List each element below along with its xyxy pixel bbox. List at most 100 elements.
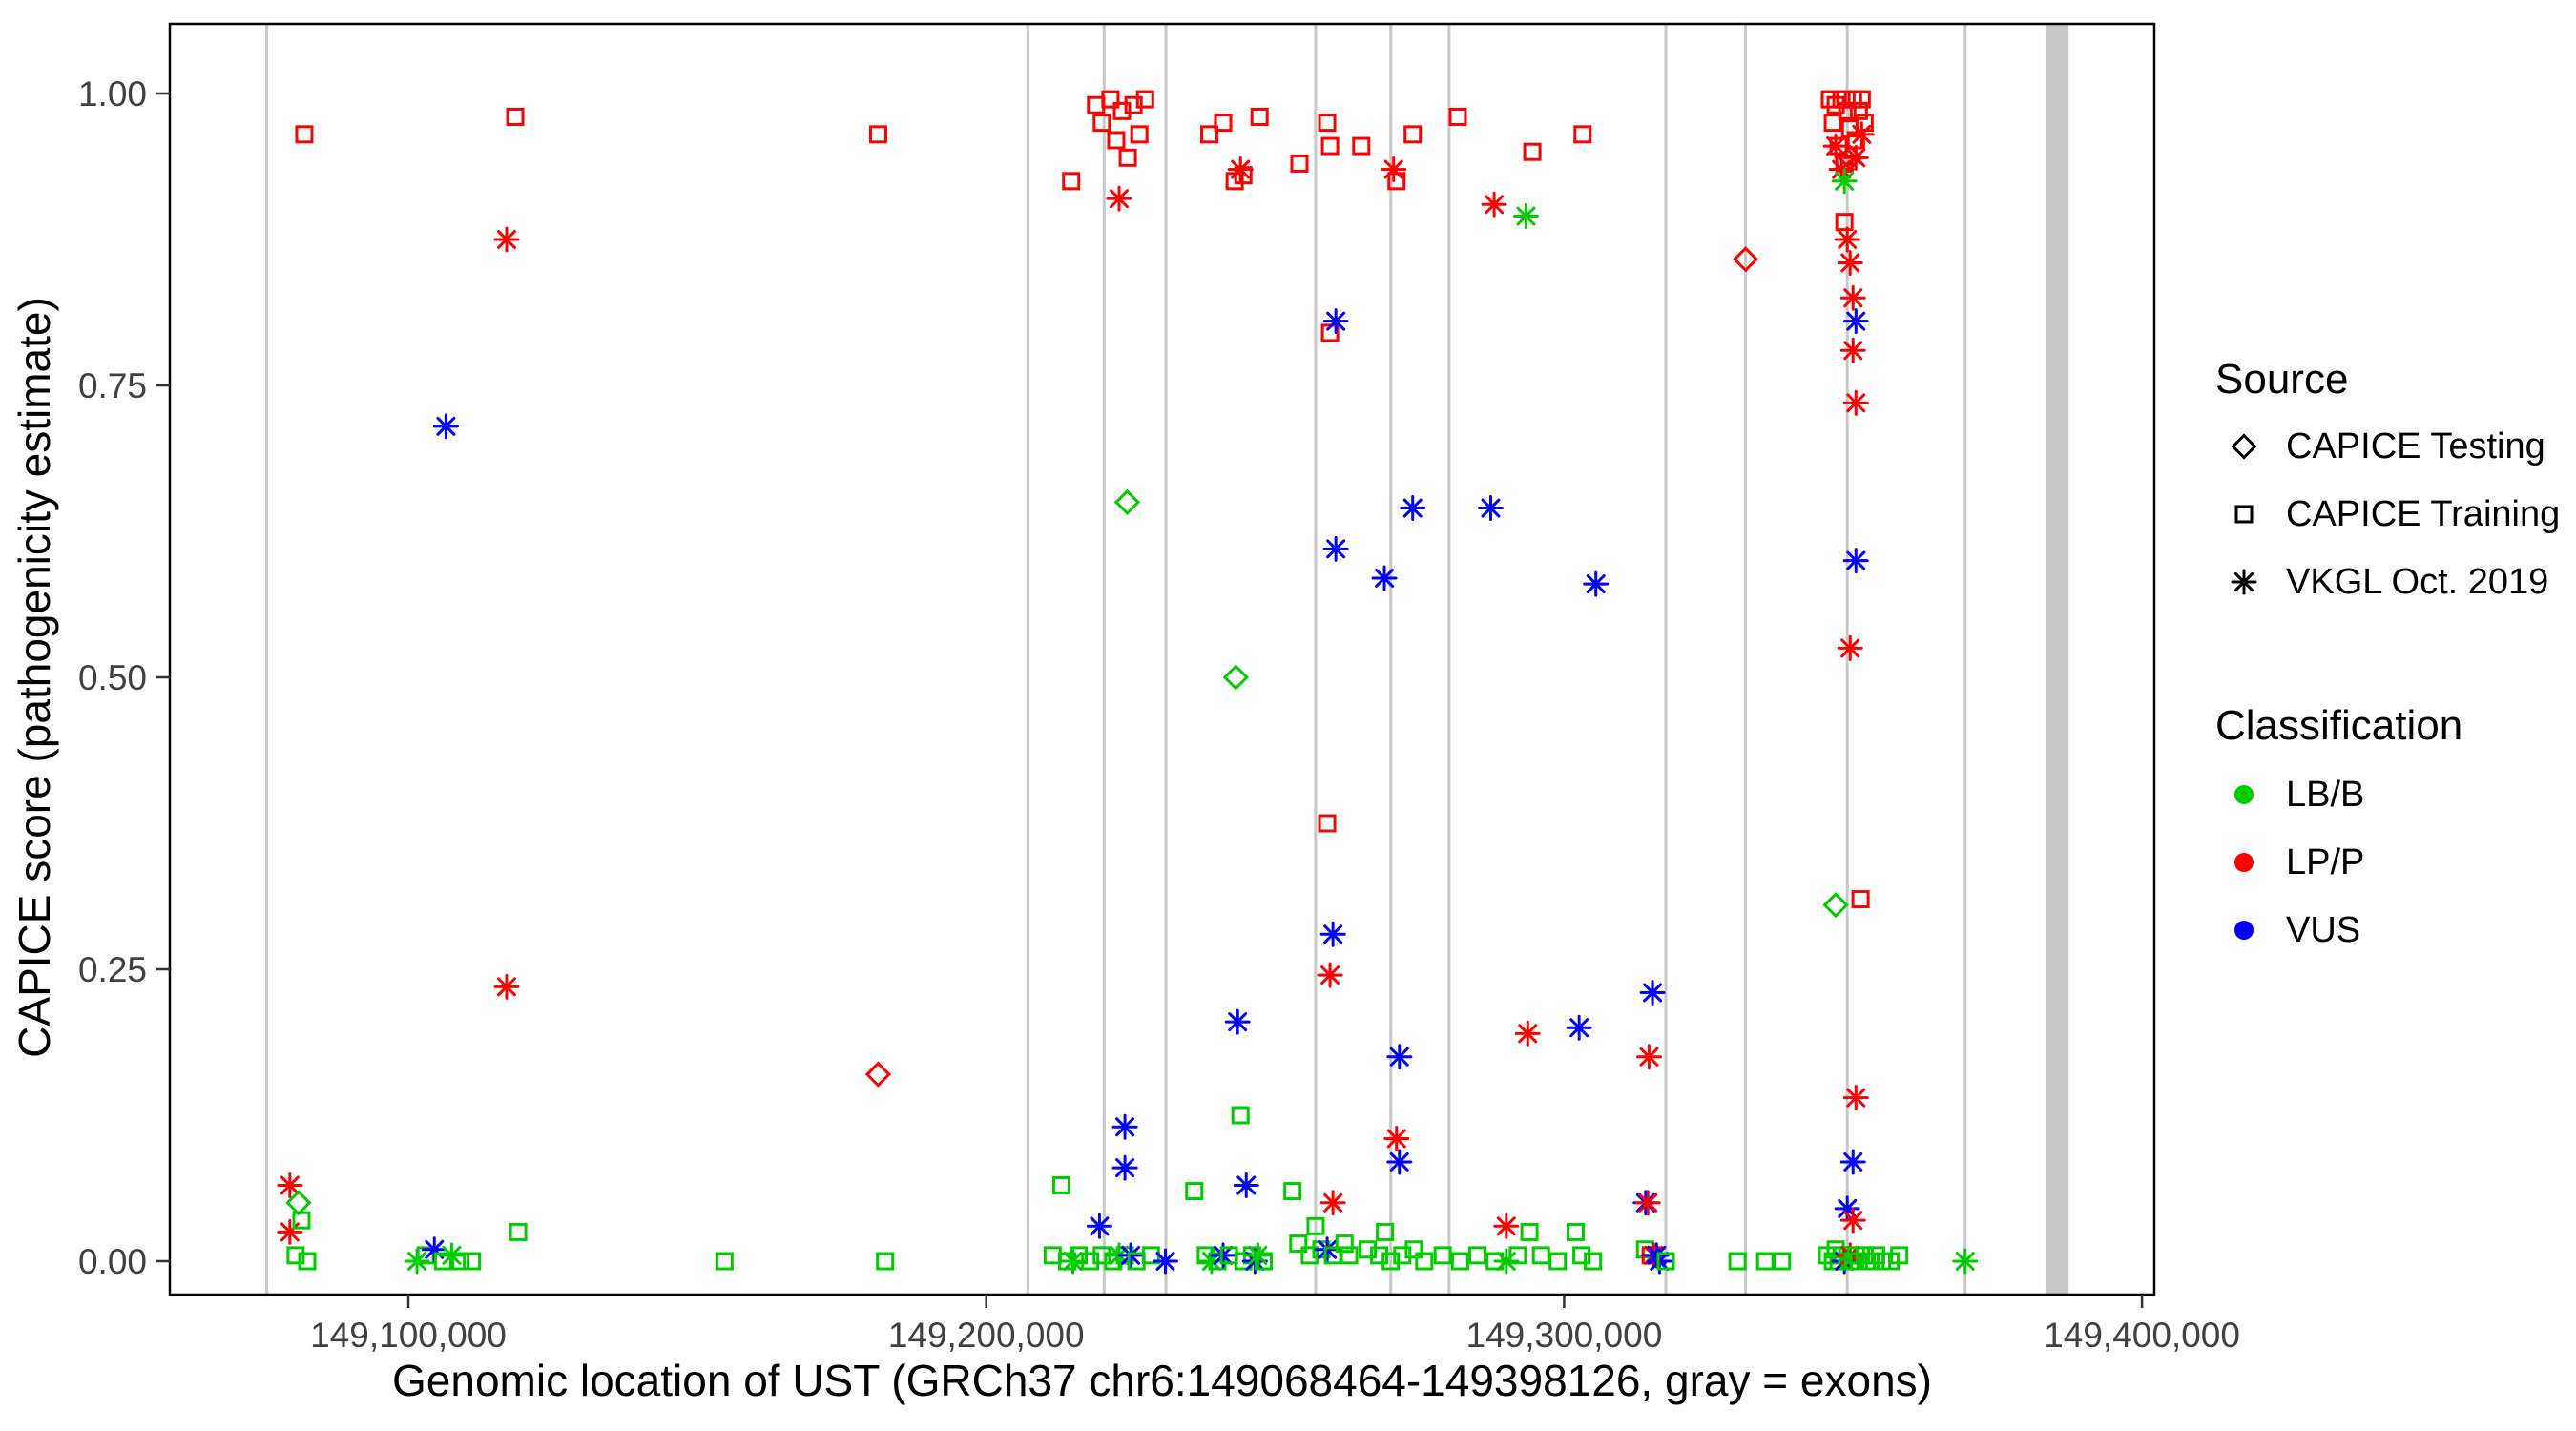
exon-marker <box>1744 24 1748 1295</box>
data-point <box>1381 156 1407 183</box>
data-point <box>1572 1246 1591 1265</box>
legend-item-label: CAPICE Testing <box>2286 426 2545 467</box>
data-point <box>493 226 520 253</box>
y-tick-label: 1.00 <box>78 74 147 114</box>
data-point <box>1820 90 1839 109</box>
data-point <box>1152 1248 1178 1275</box>
data-point <box>1113 488 1141 516</box>
data-point <box>1070 1246 1089 1265</box>
data-point <box>1244 1242 1271 1269</box>
data-point <box>506 107 525 126</box>
x-tick-label: 149,100,000 <box>310 1316 507 1355</box>
data-point <box>1481 191 1507 218</box>
data-point <box>1200 125 1219 144</box>
legend-color-swatch <box>2234 853 2254 872</box>
data-point <box>1386 1044 1413 1070</box>
data-point <box>1639 979 1666 1006</box>
data-point <box>1493 1213 1520 1239</box>
legend-item-lb-b: LB/B <box>2234 775 2364 815</box>
exon-marker <box>1664 24 1668 1295</box>
data-point <box>1822 133 1849 159</box>
data-point <box>1839 284 1866 311</box>
y-tick-label: 0.25 <box>78 950 147 989</box>
x-tick-label: 149,300,000 <box>1466 1316 1663 1355</box>
data-point <box>1335 1234 1354 1254</box>
data-point <box>1477 495 1504 522</box>
data-point <box>1520 1222 1539 1241</box>
data-point <box>292 1211 311 1230</box>
data-point <box>1086 1213 1112 1239</box>
data-point <box>1130 125 1149 144</box>
data-point <box>1832 90 1851 109</box>
legend-item-lp-p: LP/P <box>2234 842 2364 882</box>
data-point <box>1322 308 1349 335</box>
plot-panel <box>170 24 2154 1295</box>
data-point <box>463 1252 482 1271</box>
data-point <box>1433 1246 1452 1265</box>
data-point <box>1573 125 1592 144</box>
data-point <box>1051 1175 1070 1194</box>
legend-item-label: LB/B <box>2286 775 2364 815</box>
data-point <box>1227 156 1254 183</box>
legend-item-label: LP/P <box>2286 842 2364 882</box>
data-point <box>1320 136 1340 156</box>
legend-color-swatch <box>2234 785 2254 804</box>
data-point <box>1512 203 1539 230</box>
data-point <box>1755 1252 1775 1271</box>
exon-marker <box>1026 24 1029 1295</box>
data-point <box>1231 1106 1250 1125</box>
data-point <box>1848 121 1875 148</box>
data-point <box>864 1061 892 1088</box>
data-point <box>298 1252 317 1271</box>
data-point <box>1104 1252 1123 1271</box>
data-point <box>1842 308 1869 335</box>
data-point <box>1837 634 1863 661</box>
y-axis-label: CAPICE score (pathogenicity estimate) <box>10 297 59 1058</box>
legend-item-vkgl-oct-2019: VKGL Oct. 2019 <box>2231 562 2548 602</box>
data-point <box>1860 1252 1880 1271</box>
data-point <box>1851 890 1870 909</box>
data-point <box>1634 1190 1661 1216</box>
data-point <box>1107 131 1126 150</box>
data-point <box>1352 136 1371 156</box>
exon-marker <box>1102 24 1106 1295</box>
data-point <box>1523 142 1542 161</box>
panel-background <box>170 24 2154 1295</box>
data-point <box>1493 1248 1520 1275</box>
exon-marker <box>2045 24 2069 1295</box>
data-point <box>1214 114 1233 133</box>
legend-item-label: VUS <box>2286 910 2360 950</box>
data-point <box>1381 1252 1401 1271</box>
exon-marker <box>1389 24 1393 1295</box>
data-point <box>1386 1149 1413 1175</box>
data-point <box>1111 1154 1138 1181</box>
data-point <box>1508 1246 1527 1265</box>
data-point <box>1289 1234 1308 1254</box>
data-point <box>1952 1248 1979 1275</box>
y-tick-label: 0.50 <box>78 658 147 697</box>
legend: Source CAPICE Testing CAPICE Training VKGL … <box>2215 356 2560 950</box>
data-point <box>1224 1008 1251 1035</box>
data-point <box>1548 1252 1568 1271</box>
data-point <box>1415 1252 1434 1271</box>
exon-marker <box>1447 24 1451 1295</box>
data-point <box>1135 90 1154 109</box>
exon-marker <box>1164 24 1168 1295</box>
data-point <box>1118 148 1137 167</box>
data-point <box>1340 1246 1359 1265</box>
data-point <box>1839 337 1866 363</box>
data-point <box>1404 1240 1423 1259</box>
data-point <box>1400 495 1426 522</box>
data-point <box>1060 1248 1087 1275</box>
data-point <box>1300 1246 1319 1265</box>
data-point <box>1842 144 1869 171</box>
data-point <box>1322 535 1349 562</box>
data-point <box>1124 95 1143 114</box>
data-point <box>1852 90 1871 109</box>
data-point <box>1222 664 1249 691</box>
data-point <box>1839 1149 1866 1175</box>
panel-border <box>168 22 2156 1296</box>
data-point <box>451 1252 470 1271</box>
data-point <box>1062 172 1081 191</box>
